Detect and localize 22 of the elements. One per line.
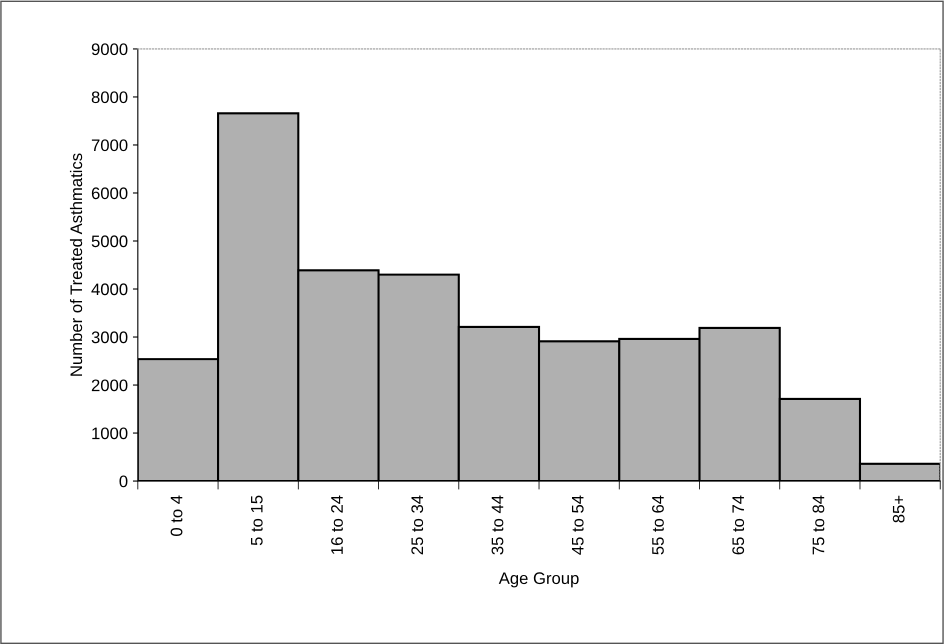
x-tick-label: 0 to 4: [170, 495, 182, 536]
x-tick-label: 5 to 15: [251, 496, 263, 546]
x-tick-label: 75 to 84: [812, 495, 824, 554]
y-tick-label: 5000: [92, 235, 128, 248]
y-tick-label: 2000: [92, 379, 128, 392]
x-tick-label: 35 to 44: [492, 495, 504, 555]
y-tick-label: 7000: [92, 139, 128, 152]
y-tick-label: 6000: [92, 187, 128, 200]
x-tick-label: 25 to 34: [411, 495, 424, 554]
x-tick-label: 85+: [892, 496, 905, 523]
y-tick-label: 9000: [92, 43, 128, 56]
y-tick-label: 3000: [92, 331, 128, 344]
x-tick-label: 65 to 74: [732, 495, 744, 554]
y-tick-label: 0: [119, 475, 128, 488]
x-tick-label: 55 to 64: [652, 495, 664, 555]
y-axis-title: Number of Treated Asthmatics: [70, 154, 82, 376]
y-tick-label: 4000: [91, 283, 128, 296]
y-tick-label: 1000: [92, 427, 128, 440]
x-axis-title: Age Group: [498, 572, 579, 588]
x-tick-label: 45 to 54: [572, 495, 584, 555]
y-tick-label: 8000: [92, 91, 128, 104]
x-tick-label: 16 to 24: [331, 495, 343, 554]
